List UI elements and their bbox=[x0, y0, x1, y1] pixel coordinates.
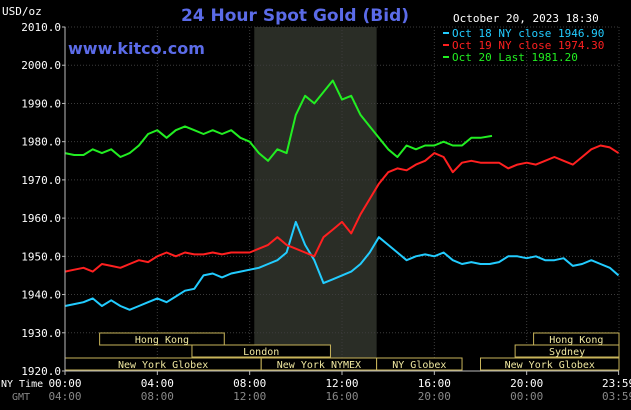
x-tick-label-gmt: 08:00 bbox=[141, 390, 174, 403]
y-tick-label: 2010.0 bbox=[21, 21, 61, 34]
nymex-shade bbox=[254, 27, 377, 371]
series-line-2 bbox=[64, 79, 493, 162]
session-bar bbox=[514, 344, 620, 358]
y-tick-label: 1920.0 bbox=[21, 365, 61, 378]
legend-entry: Oct 19 NY close 1974.30 bbox=[452, 39, 604, 52]
x-tick-label-gmt: 20:00 bbox=[418, 390, 451, 403]
x-tick-label-ny: 04:00 bbox=[141, 377, 174, 390]
y-tick-label: 1970.0 bbox=[21, 174, 61, 187]
legend-entry: Oct 18 NY close 1946.90 bbox=[452, 27, 604, 40]
nymex-shade-layer bbox=[254, 27, 377, 371]
y-tick-label: 1940.0 bbox=[21, 289, 61, 302]
chart-title: 24 Hour Spot Gold (Bid) bbox=[181, 6, 409, 26]
x-tick-label-ny: 00:00 bbox=[48, 377, 81, 390]
gmt-label: GMT bbox=[12, 392, 30, 403]
x-tick-label-ny: 20:00 bbox=[510, 377, 543, 390]
series-layer bbox=[64, 79, 620, 311]
session-label: Hong Kong bbox=[135, 335, 189, 346]
x-tick-label-ny: 08:00 bbox=[233, 377, 266, 390]
session-label: New York Globex bbox=[505, 360, 595, 371]
y-tick-label: 1980.0 bbox=[21, 136, 61, 149]
site-watermark: www.kitco.com bbox=[68, 39, 205, 58]
session-bar bbox=[191, 344, 331, 358]
y-tick-label: 1950.0 bbox=[21, 250, 61, 263]
y-tick-label: 1960.0 bbox=[21, 212, 61, 225]
x-tick-label-gmt: 00:00 bbox=[510, 390, 543, 403]
session-bars: Hong Kong London New York Globex New York N… bbox=[64, 332, 620, 371]
x-tick-label-ny: 12:00 bbox=[325, 377, 358, 390]
y-tick-label: 2000.0 bbox=[21, 59, 61, 72]
session-label: New York NYMEX bbox=[277, 360, 361, 371]
session-label: NY Globex bbox=[392, 360, 446, 371]
timestamp: October 20, 2023 18:30 bbox=[453, 12, 599, 25]
session-label: Hong Kong bbox=[549, 335, 603, 346]
series-line-0 bbox=[64, 220, 620, 311]
x-tick-label-gmt: 16:00 bbox=[325, 390, 358, 403]
y-tick-label: 1930.0 bbox=[21, 327, 61, 340]
session-bar bbox=[99, 332, 225, 346]
session-bar bbox=[376, 357, 463, 371]
axis-layer: 2010.0 2000.0 1990.0 1980.0 1970.0 1960.0 1950… bbox=[21, 21, 631, 403]
y-tick-label: 1990.0 bbox=[21, 97, 61, 110]
session-label: Sydney bbox=[549, 347, 585, 358]
x-tick-label-gmt: 04:00 bbox=[48, 390, 81, 403]
session-label: London bbox=[243, 347, 279, 358]
session-label: New York Globex bbox=[118, 360, 208, 371]
ny-time-label: NY Time bbox=[1, 379, 43, 390]
x-tick-label-ny: 16:00 bbox=[418, 377, 451, 390]
unit-label: USD/oz bbox=[2, 5, 42, 18]
series-line-1 bbox=[64, 144, 620, 273]
x-tick-label-gmt: 12:00 bbox=[233, 390, 266, 403]
x-tick-label-ny: 23:59 bbox=[602, 377, 631, 390]
legend-entry: Oct 20 Last 1981.20 bbox=[452, 51, 578, 64]
session-bar bbox=[480, 357, 620, 371]
x-tick-label-gmt: 03:59 bbox=[602, 390, 631, 403]
